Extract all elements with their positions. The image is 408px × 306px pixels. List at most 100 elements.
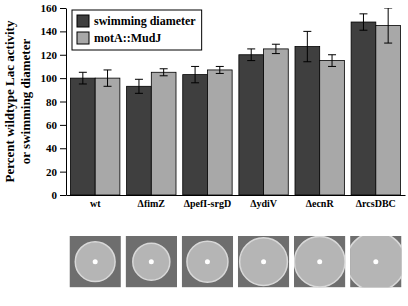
error-bar-line [359,13,367,14]
plate [182,236,233,287]
plates [69,232,405,291]
error-bar-line [332,55,333,67]
error-bar-line [247,60,255,61]
tick: 100 [41,72,67,84]
bar [70,78,95,195]
error-bar-line [216,73,224,74]
legend-label: swimming diameter [94,14,196,28]
error-bar-line [247,48,255,49]
error-bar [216,66,224,73]
bar [183,75,208,195]
error-bar-line [328,54,336,55]
tick: wt [90,195,101,209]
error-bar-line [384,43,392,44]
tick: 60 [46,119,66,131]
tick: 120 [41,49,67,61]
tick: 0 [52,189,67,201]
x-axis: wtΔfimZΔpefI-srgDΔydiVΔecnRΔrcsDBC [67,195,406,209]
tick-label: 20 [46,166,58,178]
tick-label: 100 [41,72,58,84]
error-bar-line [384,8,392,9]
error-bar-line [135,93,143,94]
tick-label: ΔydiV [250,198,278,209]
plate-background [126,236,177,287]
axis-line [66,9,67,196]
error-bar-line [303,31,311,32]
error-bar [79,72,87,84]
error-bar-line [107,70,108,86]
error-bar-line [79,72,87,73]
y-axis-title: Percent wildtype Lac activityor swimming… [2,20,33,182]
tick-label: 80 [46,96,58,108]
error-bar-line [359,30,367,31]
swim-ring [350,236,401,287]
error-bar [160,69,168,76]
swim-ring [294,236,345,287]
error-bar-line [163,69,164,76]
bar [351,22,376,195]
bar [239,55,264,195]
error-bar [272,44,280,53]
legend-box [72,10,202,50]
inoculation-point [373,259,378,264]
error-bar [191,66,199,82]
tick: ΔrcsDBC [356,195,396,209]
inoculation-point [317,259,322,264]
error-bar-line [79,83,87,84]
error-bar-line [363,14,364,30]
bar [151,72,176,195]
tick-label: ΔpefI-srgD [184,198,231,209]
plate-background [182,236,233,287]
bar [320,61,345,195]
tick: ΔydiV [250,195,278,209]
error-bar [247,49,255,61]
tick-label: 40 [46,142,58,154]
tick-mark [60,8,66,9]
error-bar-line [219,66,220,73]
error-bar-line [328,66,336,67]
bar [295,47,320,195]
error-bar-line [104,86,112,87]
error-bar-line [303,61,311,62]
error-bar-line [195,66,196,82]
tick-label: 0 [52,189,58,201]
swim-ring [240,238,288,286]
inoculation-point [149,259,154,264]
plate [350,236,401,287]
error-bar-line [275,44,276,53]
error-bar-line [160,75,168,76]
error-bar [104,70,112,86]
bar [127,86,152,195]
tick-mark [60,148,66,149]
error-bar-line [135,79,143,80]
tick-mark [60,195,66,196]
error-bar-line [82,72,83,84]
series [70,14,375,195]
inoculation-point [261,259,266,264]
error-bar [359,14,367,30]
error-bar-line [191,82,199,83]
plate [294,236,345,287]
plate [238,236,289,287]
tick: 20 [46,166,66,178]
error-bar-line [138,79,139,93]
error-bar-line [191,66,199,67]
error-bar [384,8,392,43]
bar [376,26,401,195]
plot-area [70,8,400,195]
error-bar-line [272,53,280,54]
error-bar-line [251,49,252,61]
tick-label: 140 [41,25,58,37]
error-bar-line [307,31,308,61]
plate-background [69,236,120,287]
bar [95,78,120,195]
y-axis-title-line: Percent wildtype Lac activity [2,20,17,182]
error-bar [303,31,311,61]
plate [69,236,120,287]
error-bar-line [272,44,280,45]
plate-background [294,236,345,287]
swim-ring [75,242,115,282]
plate-background [238,236,289,287]
tick: 80 [46,96,66,108]
inoculation-point [93,259,98,264]
